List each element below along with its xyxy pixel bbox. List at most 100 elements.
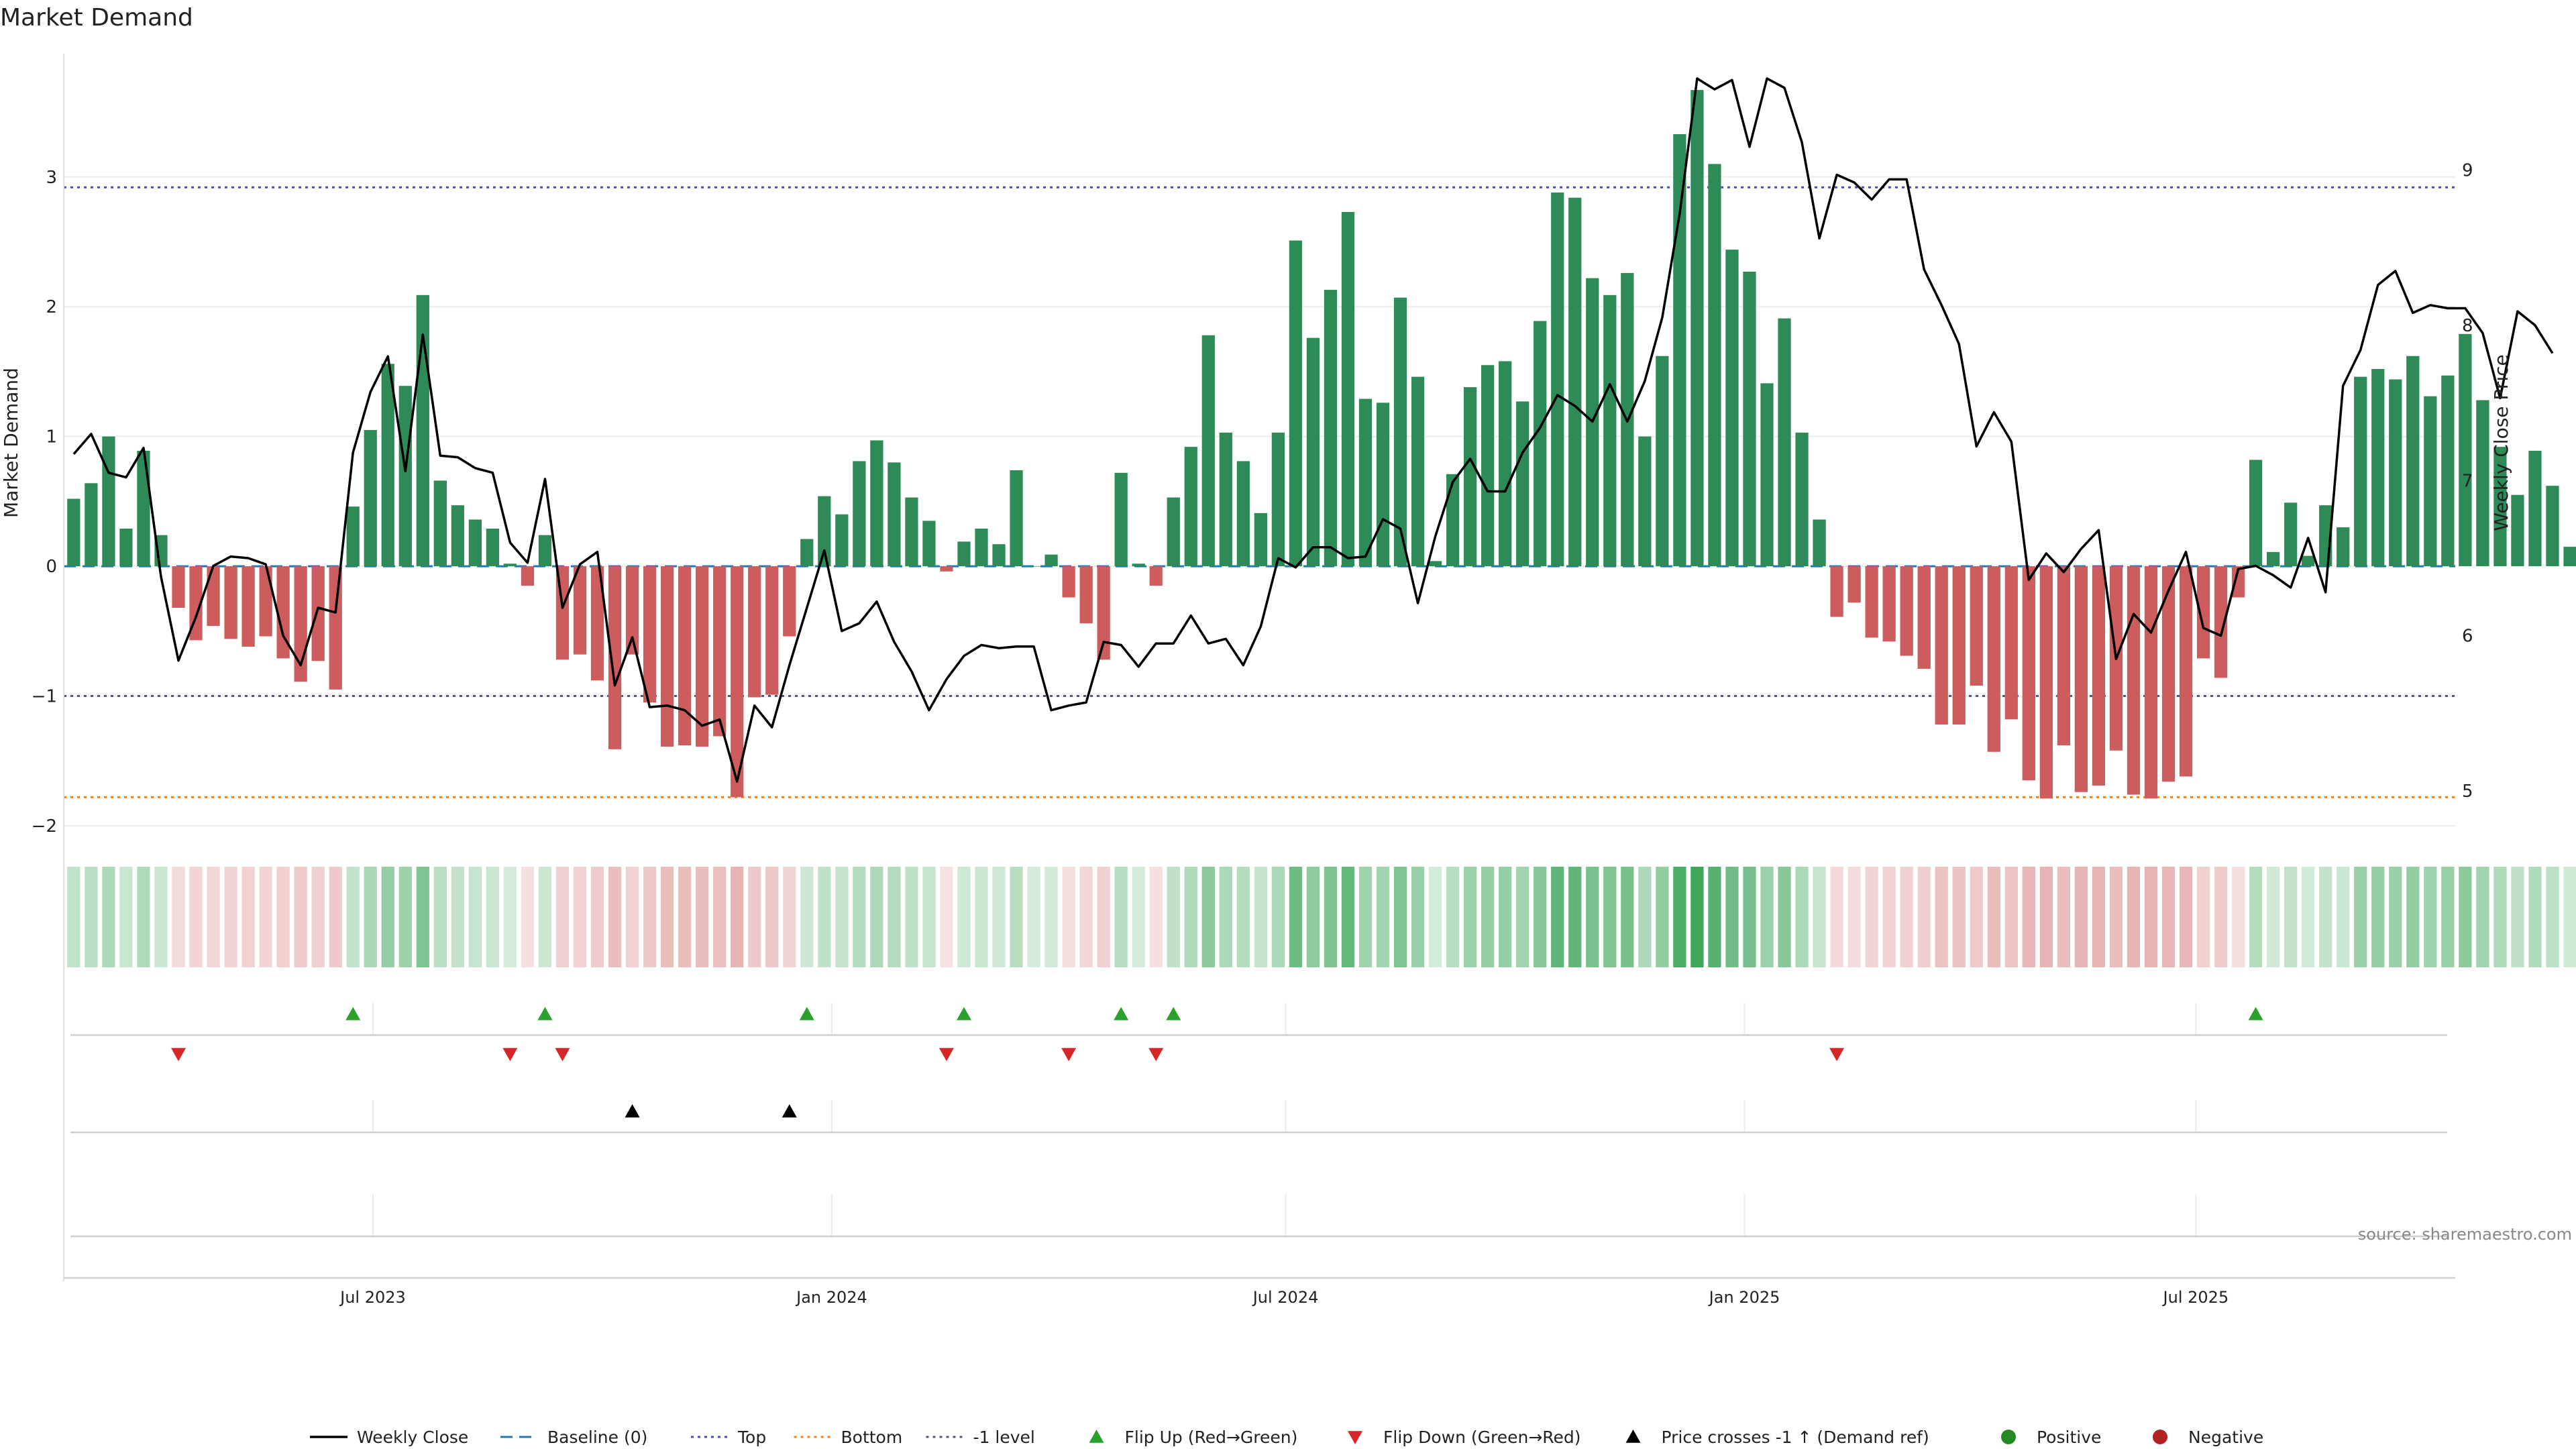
- flip-down-marker: [1148, 1048, 1164, 1061]
- demand-bar: [1393, 297, 1407, 567]
- heat-cell: [2337, 867, 2350, 967]
- demand-bar: [2004, 566, 2018, 720]
- heat-cell: [1358, 867, 1373, 967]
- demand-bar: [1358, 398, 1373, 567]
- heat-cell: [765, 867, 779, 967]
- demand-bar: [1656, 356, 1669, 567]
- heat-cell: [1411, 867, 1425, 967]
- date-axis: Jul 2023 Jan 2024 Jul 2024 Jan 2025 Jul 2025: [64, 1277, 2455, 1307]
- heat-cell: [1097, 867, 1110, 967]
- legend-minus-one: -1 level: [926, 1428, 1035, 1447]
- heat-cell: [2267, 867, 2280, 967]
- heat-cell: [189, 867, 203, 967]
- demand-bar: [1534, 321, 1547, 567]
- demand-bar: [1254, 513, 1267, 567]
- heat-cell: [1743, 867, 1756, 967]
- legend-negative: Negative: [2153, 1428, 2263, 1447]
- demand-bar: [1097, 566, 1110, 660]
- heat-cell: [1847, 867, 1861, 967]
- heat-cell: [1656, 867, 1669, 967]
- heat-cell: [1271, 867, 1285, 967]
- heat-cell: [2004, 867, 2018, 967]
- legend-negative-label: Negative: [2188, 1428, 2263, 1447]
- heat-cell: [2441, 867, 2455, 967]
- heat-cell: [1970, 867, 1983, 967]
- heat-cell: [137, 867, 150, 967]
- demand-bar: [2302, 555, 2315, 567]
- demand-bar: [678, 566, 692, 746]
- demand-bar: [1865, 566, 1878, 638]
- demand-bar: [660, 566, 674, 747]
- demand-bar: [818, 496, 831, 567]
- heat-cell: [696, 867, 709, 967]
- heat-cell: [1952, 867, 1966, 967]
- demand-bar: [608, 566, 622, 749]
- demand-bar: [2337, 527, 2350, 567]
- demand-bar: [1499, 361, 1512, 567]
- heat-cell: [2057, 867, 2070, 967]
- heat-cell: [1463, 867, 1477, 967]
- demand-bar: [2231, 566, 2245, 598]
- x-tick-label: Jul 2024: [1252, 1288, 1319, 1307]
- demand-bar: [1638, 436, 1652, 567]
- heat-cell: [2231, 867, 2245, 967]
- y-tick-label: −2: [32, 816, 57, 837]
- heat-cell: [2214, 867, 2228, 967]
- demand-bar: [2039, 566, 2053, 799]
- heat-cell: [2196, 867, 2210, 967]
- demand-bar: [2354, 376, 2367, 567]
- heat-cell: [102, 867, 115, 967]
- demand-bar: [1917, 566, 1931, 669]
- demand-bar: [713, 566, 727, 737]
- heat-cell: [2476, 867, 2489, 967]
- heat-cell: [1167, 867, 1180, 967]
- heat-cell: [678, 867, 692, 967]
- chart-title: Market Demand: [0, 4, 193, 32]
- flip-down-marker: [938, 1048, 954, 1061]
- demand-bar: [1324, 290, 1338, 567]
- heat-cell: [1778, 867, 1791, 967]
- heat-cell: [2284, 867, 2298, 967]
- demand-bar: [451, 505, 464, 567]
- heat-cell: [224, 867, 237, 967]
- flip-up-marker: [1114, 1007, 1129, 1020]
- price-cross-marker: [625, 1104, 640, 1118]
- legend-minus-one-label: -1 level: [973, 1428, 1035, 1447]
- heat-cell: [2074, 867, 2088, 967]
- heat-cell: [1376, 867, 1390, 967]
- heat-cell: [1795, 867, 1809, 967]
- demand-bar: [1900, 566, 1913, 656]
- heat-cell: [2109, 867, 2123, 967]
- heat-cell: [503, 867, 517, 967]
- y2-tick-label: 8: [2462, 316, 2473, 336]
- heat-cell: [1603, 867, 1617, 967]
- heat-cell: [555, 867, 570, 967]
- demand-bar: [783, 566, 796, 637]
- heat-cell: [364, 867, 377, 967]
- demand-bar: [2057, 566, 2070, 746]
- legend: Weekly Close Baseline (0) Top Bottom -1 leve…: [310, 1428, 2263, 1447]
- demand-bar: [1027, 566, 1040, 567]
- heat-cell: [538, 867, 552, 967]
- demand-bar: [2441, 375, 2455, 567]
- heat-cell: [1813, 867, 1826, 967]
- demand-bar: [1219, 432, 1232, 567]
- demand-bar: [992, 544, 1006, 567]
- heat-cell: [2493, 867, 2507, 967]
- heat-cell: [1760, 867, 1774, 967]
- flip-down-marker: [1061, 1048, 1077, 1061]
- demand-bar: [957, 541, 971, 567]
- heat-cell: [1708, 867, 1721, 967]
- demand-bar: [1952, 566, 1966, 725]
- demand-bar: [2546, 486, 2559, 567]
- demand-bar: [1044, 554, 1058, 567]
- demand-bar: [1987, 566, 2000, 752]
- demand-bar: [1690, 90, 1704, 567]
- demand-bar: [329, 566, 342, 690]
- demand-bar: [1428, 561, 1442, 567]
- demand-bar: [1079, 566, 1093, 624]
- demand-bar: [1603, 294, 1617, 567]
- y-tick-label: 1: [46, 427, 57, 447]
- price-cross-marker: [782, 1104, 797, 1118]
- flip-up-marker: [1166, 1007, 1181, 1020]
